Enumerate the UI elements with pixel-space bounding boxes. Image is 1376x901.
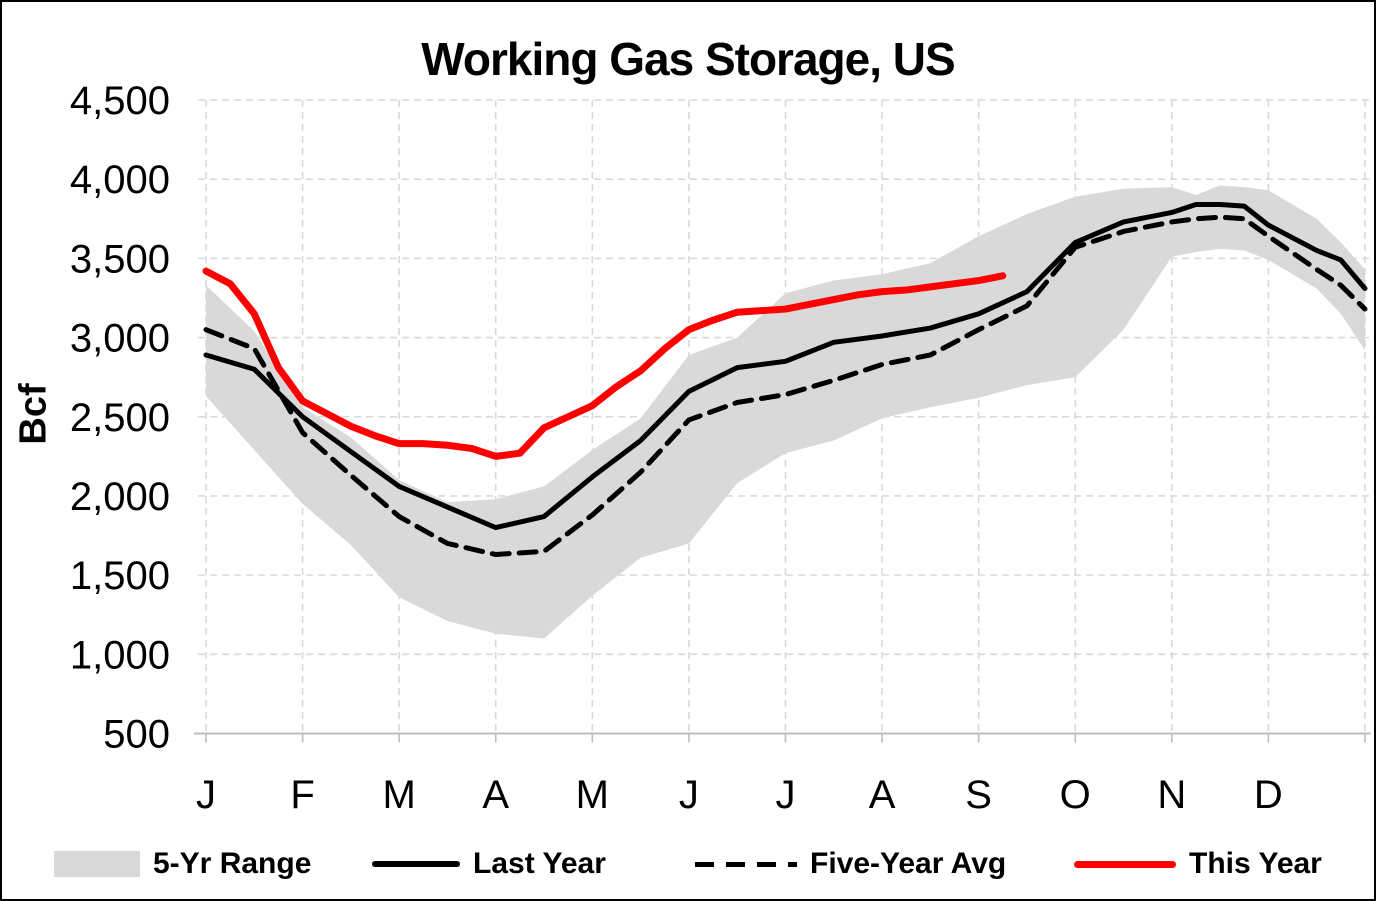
dashed-line-swatch-icon [695, 861, 797, 867]
x-tick-label: J [196, 773, 216, 817]
legend-item-five-year-avg: Five-Year Avg [695, 838, 1006, 890]
x-tick-label: M [382, 773, 415, 817]
series-five-year-avg-line [203, 214, 1368, 558]
legend-item-this-year: This Year [1074, 838, 1322, 890]
y-tick-label: 1,000 [70, 633, 170, 677]
y-tick-label: 3,500 [70, 237, 170, 281]
x-tick-label: A [869, 773, 896, 817]
y-tick-label: 4,500 [70, 79, 170, 123]
y-tick-label: 3,000 [70, 317, 170, 361]
x-tick-label: J [679, 773, 699, 817]
y-tick-label: 2,500 [70, 396, 170, 440]
legend-label: Five-Year Avg [810, 847, 1007, 880]
solid-line-swatch-icon [372, 861, 460, 867]
y-tick-label: 1,500 [70, 554, 170, 598]
legend-item-5yr-range: 5-Yr Range [54, 838, 311, 890]
y-tick-labels: 500 1,000 1,500 2,000 2,500 3,000 3,500 4,000 4,… [70, 79, 170, 757]
x-tick-label: M [576, 773, 609, 817]
legend-label: 5-Yr Range [153, 847, 312, 880]
x-tick-label: J [775, 773, 795, 817]
chart-title: Working Gas Storage, US [421, 33, 955, 85]
y-tick-label: 500 [103, 713, 170, 757]
legend-label: Last Year [473, 847, 606, 880]
legend-label: This Year [1189, 847, 1322, 880]
x-tick-label: O [1060, 773, 1091, 817]
x-tick-label: N [1157, 773, 1186, 817]
x-tick-label: D [1254, 773, 1283, 817]
x-tick-label: S [965, 773, 992, 817]
x-tick-label: A [482, 773, 509, 817]
legend-item-last-year: Last Year [372, 838, 606, 890]
legend: 5-Yr Range Last Year Five-Year Avg This … [2, 838, 1374, 890]
x-axis [194, 732, 1371, 743]
y-tick-label: 4,000 [70, 158, 170, 202]
x-tick-label: F [290, 773, 314, 817]
band-swatch-icon [54, 851, 140, 877]
series-this-year-line [202, 267, 1007, 460]
series-last-year-line [203, 202, 1368, 531]
y-tick-label: 2,000 [70, 475, 170, 519]
red-line-swatch-icon [1074, 860, 1176, 868]
